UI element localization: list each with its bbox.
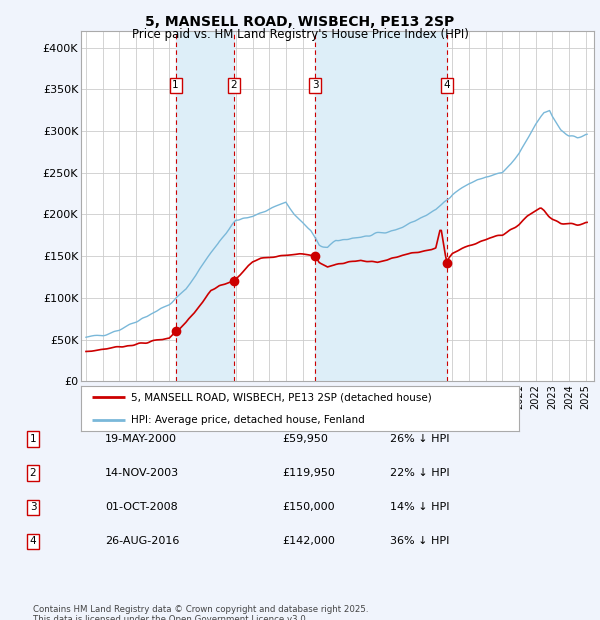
Bar — [315, 31, 446, 381]
Text: 5, MANSELL ROAD, WISBECH, PE13 2SP (detached house): 5, MANSELL ROAD, WISBECH, PE13 2SP (deta… — [131, 392, 432, 402]
Text: 2: 2 — [29, 468, 37, 478]
Text: 26% ↓ HPI: 26% ↓ HPI — [390, 434, 449, 444]
Text: 1: 1 — [172, 81, 179, 91]
Text: 2: 2 — [230, 81, 237, 91]
Text: 14% ↓ HPI: 14% ↓ HPI — [390, 502, 449, 512]
Text: £59,950: £59,950 — [282, 434, 328, 444]
Text: 1: 1 — [29, 434, 37, 444]
Text: 4: 4 — [443, 81, 450, 91]
Text: 3: 3 — [29, 502, 37, 512]
Text: 19-MAY-2000: 19-MAY-2000 — [105, 434, 177, 444]
Text: £150,000: £150,000 — [282, 502, 335, 512]
Text: 5, MANSELL ROAD, WISBECH, PE13 2SP: 5, MANSELL ROAD, WISBECH, PE13 2SP — [145, 16, 455, 30]
Text: HPI: Average price, detached house, Fenland: HPI: Average price, detached house, Fenl… — [131, 415, 365, 425]
Text: 22% ↓ HPI: 22% ↓ HPI — [390, 468, 449, 478]
Text: 36% ↓ HPI: 36% ↓ HPI — [390, 536, 449, 546]
Text: Contains HM Land Registry data © Crown copyright and database right 2025.
This d: Contains HM Land Registry data © Crown c… — [33, 604, 368, 620]
Text: £119,950: £119,950 — [282, 468, 335, 478]
Text: Price paid vs. HM Land Registry's House Price Index (HPI): Price paid vs. HM Land Registry's House … — [131, 28, 469, 41]
Text: 26-AUG-2016: 26-AUG-2016 — [105, 536, 179, 546]
Text: 4: 4 — [29, 536, 37, 546]
Text: 14-NOV-2003: 14-NOV-2003 — [105, 468, 179, 478]
Bar — [176, 31, 234, 381]
Text: 01-OCT-2008: 01-OCT-2008 — [105, 502, 178, 512]
Text: 3: 3 — [312, 81, 319, 91]
Text: £142,000: £142,000 — [282, 536, 335, 546]
